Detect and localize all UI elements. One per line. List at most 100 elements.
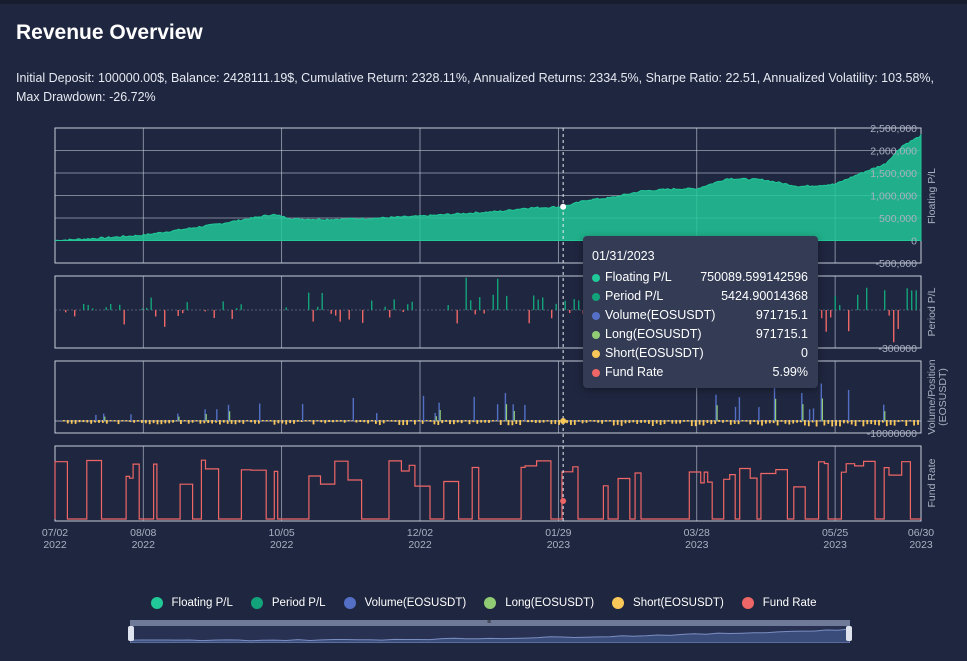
- fund-rate-line: [54, 459, 921, 520]
- short-bar: [796, 420, 798, 423]
- period-pl-bar: [213, 310, 215, 318]
- period-pl-bar: [231, 310, 233, 319]
- short-bar: [858, 420, 861, 422]
- short-bar: [261, 420, 264, 422]
- period-pl-bar: [497, 278, 499, 310]
- legend-label: Period P/L: [271, 597, 326, 609]
- short-bar: [242, 420, 245, 424]
- short-bar: [312, 420, 315, 425]
- volume-bar: [259, 403, 261, 421]
- period-pl-bar: [555, 303, 557, 310]
- short-bar: [835, 420, 837, 426]
- legend-label: Short(EOSUSDT): [633, 597, 724, 609]
- data-zoom-slider[interactable]: ≡: [128, 619, 852, 643]
- short-bar: [776, 420, 779, 426]
- short-bar: [441, 420, 444, 424]
- period-pl-bar: [182, 310, 184, 314]
- tooltip-value: 0: [801, 346, 808, 360]
- short-bar: [620, 420, 623, 426]
- tooltip-label: Fund Rate: [605, 365, 664, 379]
- slider-handle-right[interactable]: [846, 626, 852, 641]
- short-bar: [355, 420, 358, 423]
- tooltip-value: 750089.599142596: [700, 270, 808, 284]
- short-bar: [484, 420, 486, 423]
- page-title: Revenue Overview: [16, 21, 203, 44]
- short-bar: [889, 420, 892, 425]
- legend-item[interactable]: Long(EOSUSDT): [484, 597, 594, 609]
- short-bar: [293, 420, 295, 424]
- chart-legend: Floating P/L Period P/L Volume(EOSUSDT) Lon…: [0, 594, 967, 612]
- short-bar: [144, 420, 147, 424]
- short-bar: [148, 420, 151, 425]
- volume-bar: [812, 408, 815, 421]
- short-bar: [827, 420, 830, 424]
- short-bar: [258, 420, 260, 424]
- legend-item[interactable]: Short(EOSUSDT): [612, 597, 724, 609]
- short-bar: [917, 420, 919, 425]
- short-bar: [347, 420, 350, 422]
- slider-range-bar[interactable]: [130, 620, 850, 626]
- period-pl-bar: [119, 304, 121, 310]
- tooltip-dot-icon: [592, 273, 600, 282]
- short-bar: [250, 420, 252, 423]
- period-pl-bar: [155, 310, 157, 317]
- period-pl-bar: [236, 308, 238, 310]
- period-pl-bar: [533, 295, 535, 310]
- short-bar: [445, 420, 447, 422]
- x-tick-label: 08/08: [130, 527, 156, 539]
- volume-bar: [847, 389, 850, 421]
- y-axis-label: Volume/Position: [926, 359, 938, 434]
- short-bar: [222, 420, 225, 423]
- legend-item[interactable]: Fund Rate: [741, 597, 816, 609]
- short-bar: [698, 420, 701, 425]
- period-pl-bar: [834, 296, 836, 310]
- short-bar: [289, 420, 291, 424]
- slider-grip-icon[interactable]: ≡: [487, 619, 492, 626]
- short-bar: [254, 420, 256, 424]
- period-pl-bar: [308, 292, 310, 310]
- short-bar: [804, 420, 806, 426]
- short-bar: [683, 420, 685, 422]
- short-bar: [558, 420, 561, 425]
- short-bar: [648, 420, 650, 424]
- short-bar: [414, 420, 416, 425]
- short-bar: [632, 420, 635, 423]
- legend-item[interactable]: Period P/L: [250, 597, 326, 609]
- period-pl-bar: [240, 304, 242, 310]
- short-bar: [722, 420, 724, 423]
- short-bar: [761, 420, 763, 426]
- short-bar: [550, 420, 553, 425]
- short-bar: [86, 420, 89, 423]
- short-bar: [109, 420, 112, 422]
- period-pl-bar: [141, 308, 143, 310]
- tooltip-dot-icon: [592, 368, 600, 377]
- tooltip-date: 01/31/2023: [592, 249, 655, 263]
- short-bar: [66, 420, 69, 424]
- short-bar: [843, 420, 845, 424]
- volume-bar: [177, 413, 179, 421]
- short-bar: [78, 420, 81, 423]
- stats-summary: Initial Deposit: 100000.00$, Balance: 24…: [16, 71, 934, 104]
- legend-item[interactable]: Floating P/L: [150, 597, 233, 609]
- short-bar: [191, 420, 194, 423]
- short-bar: [211, 420, 213, 424]
- short-bar: [788, 420, 791, 425]
- short-bar: [870, 420, 873, 425]
- short-bar: [63, 420, 65, 422]
- short-bar: [624, 420, 627, 424]
- slider-handle-left[interactable]: [128, 626, 134, 641]
- short-bar: [90, 420, 93, 424]
- legend-item[interactable]: Volume(EOSUSDT): [343, 597, 466, 609]
- short-bar: [811, 420, 814, 423]
- volume-bar: [95, 414, 97, 421]
- long-bar: [821, 398, 823, 421]
- volume-bar: [227, 404, 230, 421]
- short-bar: [394, 420, 397, 422]
- short-bar: [488, 420, 490, 423]
- short-bar: [382, 420, 385, 424]
- period-pl-bar: [164, 310, 166, 327]
- short-bar: [554, 420, 557, 424]
- volume-bar: [883, 404, 885, 421]
- slider-preview: [130, 628, 850, 643]
